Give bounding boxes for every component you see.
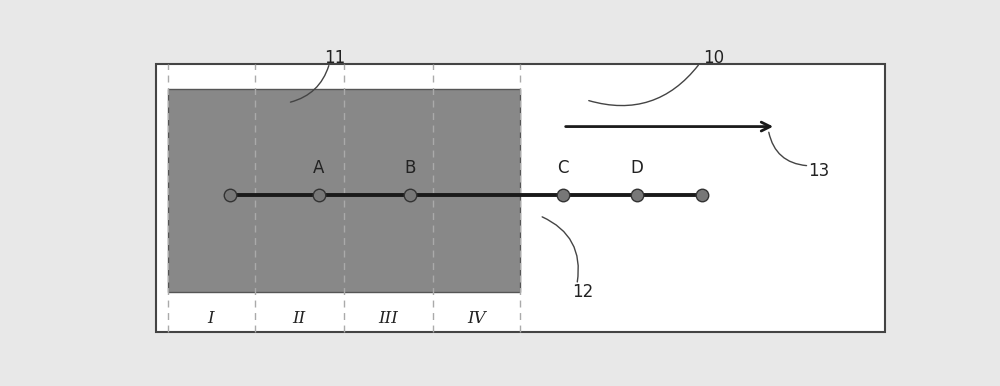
FancyArrowPatch shape (769, 132, 807, 166)
Text: B: B (405, 159, 416, 177)
Text: A: A (313, 159, 324, 177)
Text: C: C (557, 159, 569, 177)
FancyArrowPatch shape (290, 66, 329, 102)
FancyArrowPatch shape (589, 65, 698, 106)
Text: D: D (630, 159, 643, 177)
FancyArrowPatch shape (542, 217, 578, 282)
Text: 13: 13 (808, 162, 829, 180)
Text: II: II (293, 310, 306, 327)
Text: III: III (379, 310, 398, 327)
Bar (168, 90, 520, 291)
Text: 12: 12 (572, 283, 593, 301)
Text: IV: IV (467, 310, 485, 327)
Text: I: I (207, 310, 214, 327)
Text: 10: 10 (703, 49, 725, 67)
Text: 11: 11 (324, 49, 345, 67)
